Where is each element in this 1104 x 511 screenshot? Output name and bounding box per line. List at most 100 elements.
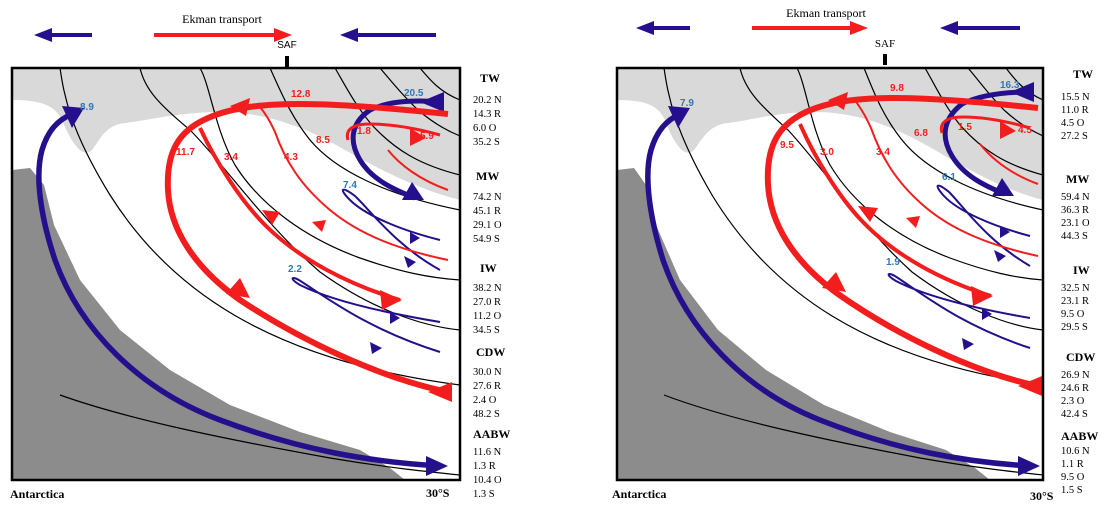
- water-mass-value: 34.5 S: [473, 325, 500, 336]
- flow-label: 12.8: [291, 89, 311, 100]
- water-mass-value: 35.2 S: [473, 137, 500, 148]
- westward-arrow-right: [940, 21, 1020, 35]
- red-inner-loop: [798, 123, 992, 298]
- flow-label: 4.3: [284, 152, 298, 163]
- water-mass-value: 1.3 S: [473, 489, 495, 500]
- tw-blue-head-top: [420, 92, 444, 112]
- red-main-loop: [164, 101, 449, 395]
- flow-label: 6.1: [942, 172, 956, 183]
- panel-right: Ekman transport SAF: [612, 6, 1098, 503]
- water-mass-value: 27.0 R: [473, 297, 501, 308]
- water-mass-table: TW 20.2 N 14.3 R 6.0 O 35.2 S MW 74.2 N …: [473, 71, 510, 500]
- flow-label: 4.5: [1018, 125, 1032, 136]
- antarctic-continent: [617, 168, 990, 480]
- water-mass-name: IW: [1073, 263, 1090, 277]
- water-mass-value: 15.5 N: [1061, 92, 1090, 103]
- flow-label: 1.5: [958, 122, 972, 133]
- saf-marker: [285, 56, 289, 67]
- iw-blue-loop: [291, 277, 441, 353]
- water-mass-name: CDW: [1066, 350, 1095, 364]
- panel-frame: [615, 66, 1045, 482]
- mw-blue-loop: [341, 188, 441, 271]
- water-mass-name: MW: [1066, 172, 1089, 186]
- flow-label: 1.9: [886, 257, 900, 268]
- flow-label: 2.2: [288, 264, 302, 275]
- water-mass-value: 6.0 O: [473, 123, 497, 134]
- water-mass-value: 42.4 S: [1061, 409, 1088, 420]
- water-mass-name: AABW: [1061, 429, 1098, 443]
- water-mass-table: TW 15.5 N 11.0 R 4.5 O 27.2 S MW 59.4 N …: [1061, 67, 1098, 496]
- flow-label: 7.9: [680, 98, 694, 109]
- aabw-blue-head-top: [62, 106, 84, 128]
- panel-frame: [10, 66, 462, 482]
- water-mass-value: 1.5 S: [1061, 485, 1083, 496]
- saf-marker: [883, 54, 887, 65]
- water-mass-value: 10.4 O: [473, 475, 502, 486]
- latitude-label: 30°S: [1030, 489, 1054, 503]
- water-mass-value: 26.9 N: [1061, 370, 1090, 381]
- tw-blue-head-bottom: [402, 182, 424, 200]
- westward-arrow-left: [34, 28, 92, 42]
- water-mass-value: 29.5 S: [1061, 322, 1088, 333]
- red-mw-loop: [854, 99, 1039, 257]
- tw-blue-loop: [350, 98, 441, 201]
- flow-labels-red: 12.8 11.7 3.4 4.3 8.5 1.8 5.9: [176, 89, 434, 163]
- flow-label: 20.5: [404, 88, 424, 99]
- flow-label: 3.4: [876, 147, 890, 158]
- flow-label: 8.9: [80, 102, 94, 113]
- water-mass-value: 14.3 R: [473, 109, 501, 120]
- water-mass-value: 36.3 R: [1061, 205, 1089, 216]
- water-mass-value: 9.5 O: [1061, 309, 1085, 320]
- water-mass-name: TW: [480, 71, 500, 85]
- water-mass-value: 11.0 R: [1061, 105, 1089, 116]
- water-mass-name: CDW: [476, 345, 505, 359]
- water-mass-value: 1.3 R: [473, 461, 496, 472]
- water-mass-value: 20.2 N: [473, 95, 502, 106]
- blue-circulation: [645, 82, 1040, 476]
- water-mass-value: 48.2 S: [473, 409, 500, 420]
- flow-label: 9.8: [890, 83, 904, 94]
- water-mass-name: MW: [476, 169, 499, 183]
- panel-left: Ekman transport SAF: [10, 12, 510, 501]
- blue-circulation: [36, 92, 448, 476]
- water-mass-value: 29.1 O: [473, 220, 502, 231]
- water-mass-value: 24.6 R: [1061, 383, 1089, 394]
- water-mass-value: 23.1 R: [1061, 296, 1089, 307]
- water-mass-value: 44.3 S: [1061, 231, 1088, 242]
- water-mass-value: 11.2 O: [473, 311, 502, 322]
- water-mass-value: 2.3 O: [1061, 396, 1085, 407]
- red-mw-loop: [257, 103, 449, 261]
- antarctica-label: Antarctica: [10, 487, 64, 501]
- water-mass-value: 27.6 R: [473, 381, 501, 392]
- flow-label: 3.0: [820, 147, 834, 158]
- aabw-blue-loop: [36, 111, 441, 469]
- mw-blue-loop: [936, 184, 1031, 267]
- flow-label: 16.3: [1000, 80, 1020, 91]
- ekman-arrow-left-panel: [154, 28, 292, 42]
- water-mass-value: 23.1 O: [1061, 218, 1090, 229]
- water-mass-name: TW: [1073, 67, 1093, 81]
- surface-water-region: [12, 68, 460, 200]
- westward-arrow-right: [340, 28, 436, 42]
- flow-label: 1.8: [357, 126, 371, 137]
- water-mass-value: 1.1 R: [1061, 459, 1084, 470]
- flow-label: 9.5: [780, 140, 794, 151]
- ekman-transport-label: Ekman transport: [182, 12, 262, 26]
- flow-label: 8.5: [316, 135, 330, 146]
- red-circulation: [764, 92, 1042, 396]
- water-mass-value: 74.2 N: [473, 192, 502, 203]
- water-mass-value: 27.2 S: [1061, 131, 1088, 142]
- flow-label: 11.7: [176, 147, 195, 158]
- water-mass-value: 4.5 O: [1061, 118, 1085, 129]
- aabw-blue-loop: [645, 111, 1031, 469]
- flow-label: 7.4: [343, 180, 357, 191]
- aabw-blue-head: [426, 456, 448, 476]
- water-mass-value: 30.0 N: [473, 367, 502, 378]
- antarctica-label: Antarctica: [612, 487, 666, 501]
- saf-label: SAF: [875, 38, 895, 50]
- saf-label: SAF: [277, 40, 296, 51]
- red-tw-loop: [939, 115, 1031, 134]
- antarctic-continent: [12, 168, 405, 480]
- water-mass-value: 11.6 N: [473, 447, 502, 458]
